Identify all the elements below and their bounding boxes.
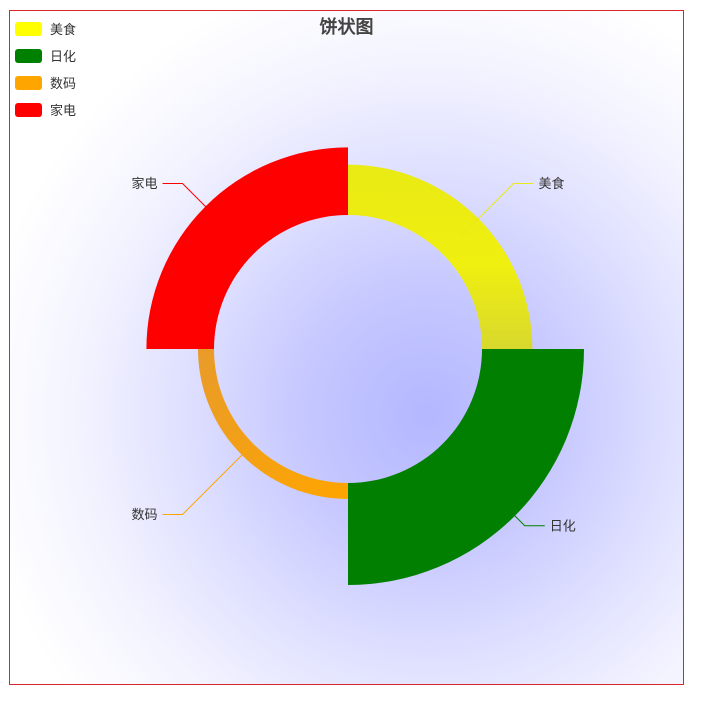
slice-digital[interactable] <box>198 349 348 499</box>
slice-label-appliances: 家电 <box>132 176 158 192</box>
chart-title: 饼状图 <box>319 17 374 38</box>
leader-lines <box>162 183 545 527</box>
legend: 美食 日化 数码 家电 <box>15 15 76 123</box>
legend-swatch-digital <box>15 75 42 90</box>
legend-item-digital[interactable]: 数码 <box>15 69 76 96</box>
leader-line-food <box>460 183 534 237</box>
leader-line-appliances <box>162 183 230 231</box>
slice-label-daily-chemicals: 日化 <box>550 519 576 534</box>
slice-appliances[interactable] <box>146 147 348 349</box>
legend-swatch-daily-chemicals <box>15 48 42 63</box>
slice-label-food: 美食 <box>538 176 564 192</box>
legend-label-food: 美食 <box>50 23 77 38</box>
legend-swatch-appliances <box>15 102 42 117</box>
slice-food[interactable] <box>348 164 533 349</box>
legend-label-digital: 数码 <box>50 77 77 92</box>
legend-swatch-food <box>15 21 42 36</box>
slice-label-digital: 数码 <box>132 508 158 523</box>
pie-slices <box>146 147 584 585</box>
leader-line-digital <box>162 449 248 515</box>
legend-label-appliances: 家电 <box>50 104 77 119</box>
legend-item-food[interactable]: 美食 <box>15 15 76 42</box>
legend-item-daily-chemicals[interactable]: 日化 <box>15 42 76 69</box>
legend-item-appliances[interactable]: 家电 <box>15 96 76 123</box>
slice-daily-chemicals[interactable] <box>348 349 584 585</box>
leader-line-daily-chemicals <box>478 479 545 527</box>
legend-label-daily-chemicals: 日化 <box>50 50 77 65</box>
chart-frame: 饼状图 美食 日化 数码 家电 美食 日化 数码 <box>9 10 684 685</box>
